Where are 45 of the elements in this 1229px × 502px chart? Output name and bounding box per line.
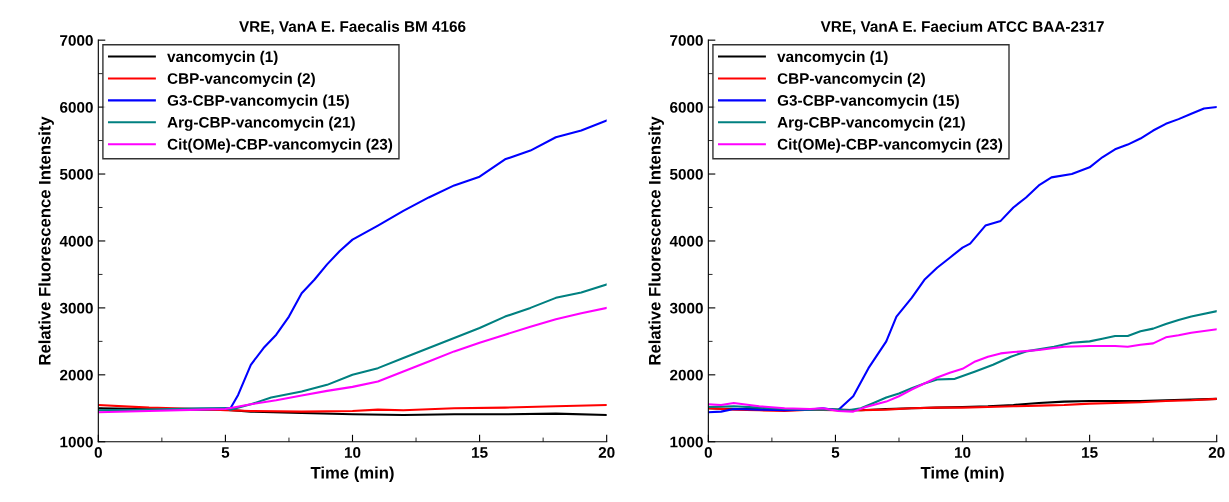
- y-tick-label: 2000: [670, 369, 703, 381]
- y-tick-label: 2000: [60, 369, 93, 381]
- line-series: [708, 328, 1217, 413]
- legend-label: Cit(OMe)-CBP-vancomycin (23): [777, 138, 1003, 153]
- legend-label: Cit(OMe)-CBP-vancomycin (23): [167, 138, 393, 153]
- legend-label: vancomycin (1): [777, 50, 888, 66]
- chart-title: VRE, VanA E. Faecium ATCC BAA-2317: [820, 20, 1104, 35]
- x-tick-label: 0: [94, 447, 102, 458]
- line-series: [98, 283, 607, 412]
- y-tick-label: 1000: [60, 436, 93, 448]
- y-axis-title: Relative Fluorescence Intensity: [38, 116, 54, 365]
- y-tick-label: 5000: [669, 168, 703, 180]
- y-tick-label: 7000: [60, 35, 93, 46]
- legend-label: Arg-CBP-vancomycin (21): [167, 116, 355, 131]
- y-axis-title: Relative Fluorescence Intensity: [648, 116, 664, 365]
- x-tick-label: 15: [472, 447, 488, 458]
- y-tick-label: 1000: [670, 436, 703, 448]
- y-tick-label: 6000: [60, 101, 93, 113]
- line-series: [98, 306, 607, 414]
- x-tick-label: 15: [1082, 447, 1098, 458]
- chart-title: VRE, VanA E. Faecalis BM 4166: [239, 20, 466, 35]
- x-tick-label: 5: [831, 447, 840, 458]
- y-tick-label: 4000: [59, 235, 93, 247]
- x-tick-label: 10: [344, 447, 361, 458]
- y-tick-label: 4000: [669, 235, 703, 247]
- legend-label: CBP-vancomycin (2): [777, 72, 925, 87]
- line-series: [98, 403, 607, 413]
- x-tick-label: 10: [955, 447, 971, 458]
- legend-label: Arg-CBP-vancomycin (21): [777, 116, 965, 131]
- x-tick-label: 20: [598, 447, 615, 458]
- legend-label: CBP-vancomycin (2): [167, 72, 315, 87]
- y-tick-label: 3000: [59, 302, 93, 314]
- y-tick-label: 3000: [669, 302, 703, 314]
- line-series: [708, 310, 1217, 412]
- y-tick-label: 7000: [670, 35, 703, 46]
- legend-label: G3-CBP-vancomycin (15): [777, 94, 959, 109]
- legend-label: G3-CBP-vancomycin (15): [167, 94, 349, 109]
- legend-label: vancomycin (1): [167, 50, 278, 66]
- y-tick-label: 6000: [670, 101, 703, 113]
- x-tick-label: 20: [1208, 447, 1225, 458]
- x-tick-label: 5: [221, 447, 230, 458]
- y-tick-label: 5000: [59, 168, 93, 180]
- x-axis-title: Time (min): [920, 466, 1004, 482]
- x-tick-label: 0: [704, 447, 712, 458]
- x-axis-title: Time (min): [310, 466, 394, 482]
